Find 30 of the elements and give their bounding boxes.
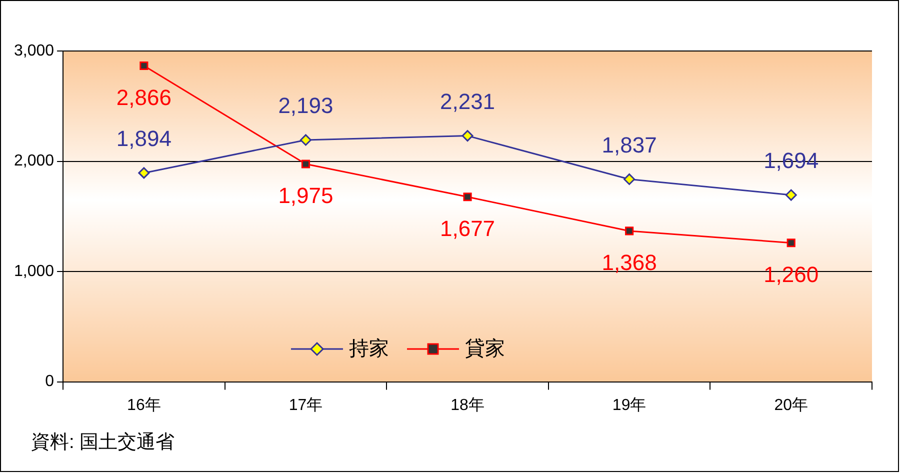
y-tick-label: 1,000 bbox=[14, 262, 54, 280]
point bbox=[785, 189, 797, 201]
x-tick-label: 17年 bbox=[288, 396, 323, 414]
x-tick-label: 20年 bbox=[774, 396, 808, 414]
data-label: 2,193 bbox=[278, 93, 334, 118]
point bbox=[462, 130, 474, 142]
data-label: 1,677 bbox=[440, 216, 496, 241]
y-tick-label: 3,000 bbox=[14, 42, 54, 60]
point bbox=[301, 160, 310, 168]
data-label: 1,368 bbox=[602, 250, 657, 276]
y-tick-label: 0 bbox=[45, 373, 54, 390]
data-label: 2,231 bbox=[440, 88, 496, 114]
point bbox=[786, 238, 796, 248]
point bbox=[300, 134, 312, 146]
point bbox=[463, 192, 472, 202]
text: 資料: 国土交通省 bbox=[31, 431, 175, 455]
point bbox=[138, 167, 150, 179]
data-label: 1,894 bbox=[116, 126, 172, 152]
x-tick-label: 18年 bbox=[450, 396, 484, 414]
point bbox=[624, 173, 636, 185]
y-tick-label: 2,000 bbox=[14, 152, 54, 170]
data-label: 1,975 bbox=[278, 183, 334, 208]
point bbox=[625, 226, 634, 236]
legend-label: 貸家 bbox=[465, 337, 505, 362]
point bbox=[140, 61, 148, 70]
x-tick-label: 19年 bbox=[612, 396, 646, 414]
data-label: 1,837 bbox=[602, 132, 657, 158]
legend-label: 持家 bbox=[349, 337, 389, 362]
data-label: 2,866 bbox=[116, 84, 172, 110]
x-tick-label: 16年 bbox=[127, 396, 161, 414]
